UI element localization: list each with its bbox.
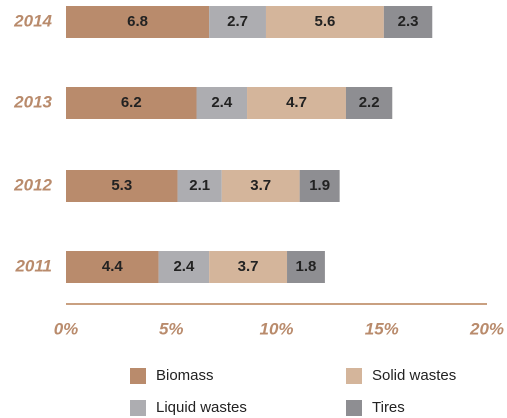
bar-segment xyxy=(209,251,288,283)
bar-segment xyxy=(158,251,210,283)
legend-label: Biomass xyxy=(156,367,214,384)
x-tick-label: 10% xyxy=(259,319,293,338)
bar-segment xyxy=(299,170,340,202)
data-label: 2.1 xyxy=(189,177,210,194)
data-label: 2.3 xyxy=(398,13,419,30)
x-tick-label: 15% xyxy=(365,319,399,338)
legend-label: Tires xyxy=(372,399,405,416)
bar-segment xyxy=(66,170,178,202)
bar-segment xyxy=(196,87,248,119)
x-tick-label: 20% xyxy=(469,319,504,338)
data-label: 2.2 xyxy=(359,94,380,111)
bar-segment xyxy=(66,87,197,119)
x-tick-label: 0% xyxy=(54,319,79,338)
y-tick-label: 2011 xyxy=(14,256,52,275)
legend-label: Liquid wastes xyxy=(156,399,247,416)
x-tick-label: 5% xyxy=(159,319,184,338)
data-label: 5.6 xyxy=(314,13,335,30)
data-label: 4.4 xyxy=(102,258,124,275)
y-tick-label: 2013 xyxy=(13,92,52,111)
legend-swatch xyxy=(130,400,146,416)
data-label: 3.7 xyxy=(250,177,271,194)
legend-label: Solid wastes xyxy=(372,367,456,384)
y-tick-label: 2012 xyxy=(13,175,52,194)
data-label: 2.7 xyxy=(227,13,248,30)
data-label: 5.3 xyxy=(111,177,132,194)
data-label: 2.4 xyxy=(173,258,195,275)
bar-segment xyxy=(221,170,300,202)
legend-swatch xyxy=(130,368,146,384)
data-label: 6.2 xyxy=(121,94,142,111)
bar-segment xyxy=(177,170,222,202)
data-label: 1.8 xyxy=(296,258,317,275)
bar-segment xyxy=(383,6,433,38)
data-label: 6.8 xyxy=(127,13,148,30)
bar-segment xyxy=(345,87,393,119)
data-label: 2.4 xyxy=(211,94,233,111)
bar-segment xyxy=(66,6,210,38)
data-label: 3.7 xyxy=(238,258,259,275)
bar-segment xyxy=(66,251,159,283)
bar-segment xyxy=(287,251,325,283)
bar-segment xyxy=(247,87,346,119)
legend-swatch xyxy=(346,400,362,416)
bar-segment xyxy=(265,6,384,38)
bar-segment xyxy=(209,6,266,38)
y-tick-label: 2014 xyxy=(13,11,52,30)
data-label: 1.9 xyxy=(309,177,330,194)
legend-swatch xyxy=(346,368,362,384)
data-label: 4.7 xyxy=(286,94,307,111)
